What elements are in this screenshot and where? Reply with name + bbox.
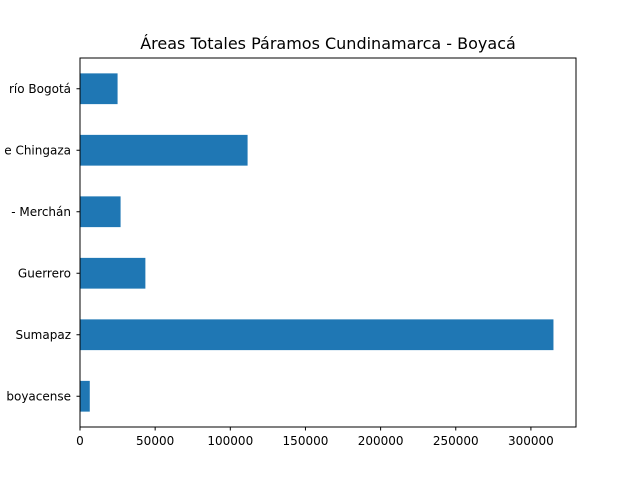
y-tick-label-0: río Bogotá [9,82,71,96]
x-tick-label-2: 100000 [207,434,253,448]
y-tick-label-3: Guerrero [18,266,71,280]
y-tick-label-4: Sumapaz [15,328,71,342]
bar-2 [80,196,121,228]
y-tick-label-5: boyacense [6,389,71,403]
y-axis-ticks: río Bogotá e Chingaza - Merchán Guerrero Sum… [4,82,80,403]
y-tick-label-1: e Chingaza [4,143,71,157]
y-tick-label-2: - Merchán [11,205,71,219]
x-axis-ticks: 0 50000 100000 150000 200000 250000 300000 [76,427,554,448]
x-tick-label-6: 300000 [508,434,554,448]
x-tick-label-0: 0 [76,434,84,448]
plot-frame [79,57,577,428]
x-tick-label-3: 150000 [283,434,329,448]
x-tick-label-1: 50000 [136,434,174,448]
bar-1 [80,134,248,166]
bar-4 [80,319,554,351]
x-tick-label-5: 250000 [433,434,479,448]
x-tick-label-4: 200000 [358,434,404,448]
bars-group [80,73,554,412]
bar-0 [80,73,118,105]
bar-5 [80,380,90,412]
chart-title: Áreas Totales Páramos Cundinamarca - Boy… [140,34,516,53]
bar-3 [80,257,146,289]
